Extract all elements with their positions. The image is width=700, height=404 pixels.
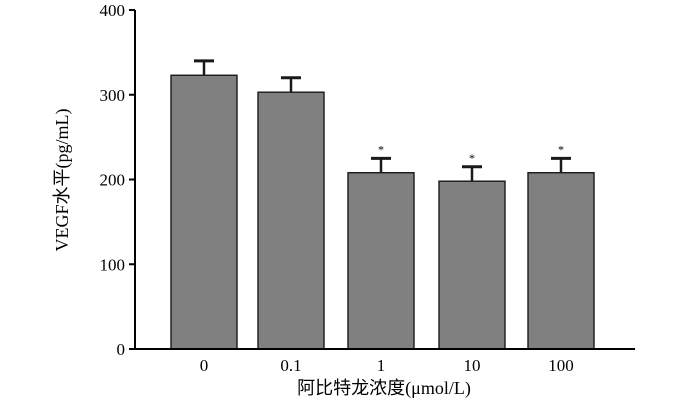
- error-bars-group: [194, 59, 571, 182]
- bar-0: [170, 74, 238, 350]
- y-tick-label-300: 300: [100, 86, 126, 105]
- bar-10: [438, 180, 506, 350]
- significance-marker-10: *: [469, 151, 475, 165]
- y-axis-label: VEGF水平(pg/mL): [52, 109, 73, 252]
- y-ticks-group: 0 100 200 300 400: [100, 1, 135, 359]
- bars-group: [170, 74, 595, 350]
- x-tick-label-100: 100: [548, 356, 574, 375]
- y-tick-label-100: 100: [100, 255, 126, 274]
- x-tick-label-0.1: 0.1: [280, 356, 301, 375]
- y-tick-label-400: 400: [100, 1, 126, 20]
- bar-0.1: [257, 91, 325, 350]
- x-axis-label: 阿比特龙浓度(μmol/L): [297, 378, 471, 399]
- significance-marker-1: *: [378, 142, 384, 156]
- y-tick-label-0: 0: [117, 340, 126, 359]
- x-tick-label-0: 0: [200, 356, 209, 375]
- bar-100: [527, 172, 595, 350]
- x-ticks-group: 0 0.1 1 10 100: [200, 356, 574, 375]
- significance-marker-100: *: [558, 142, 564, 156]
- annotations-group: * * *: [378, 142, 564, 164]
- bar-1: [347, 172, 415, 350]
- x-tick-label-10: 10: [464, 356, 481, 375]
- x-tick-label-1: 1: [377, 356, 386, 375]
- y-tick-label-200: 200: [100, 171, 126, 190]
